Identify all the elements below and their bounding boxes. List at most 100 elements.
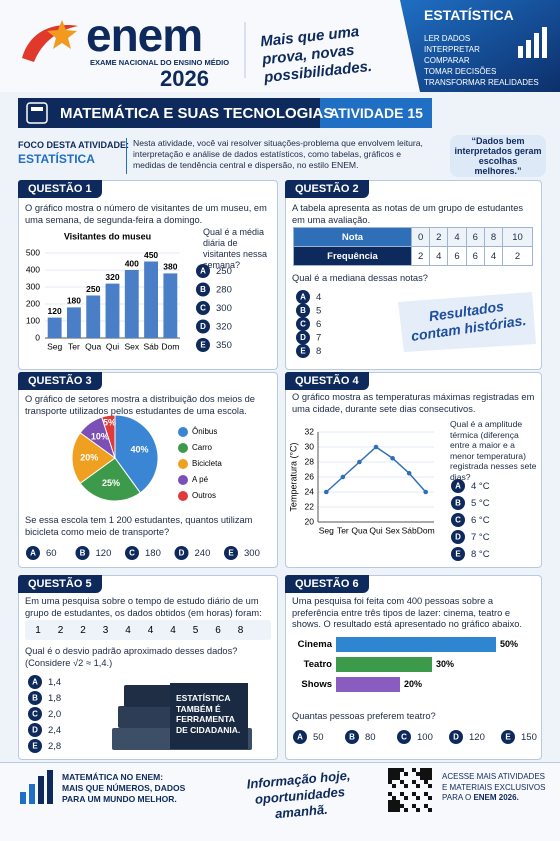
- logo-swoosh: [22, 25, 78, 62]
- point: [423, 489, 429, 495]
- data-value: 4: [125, 625, 131, 636]
- option-text: 5 °C: [471, 498, 490, 509]
- question-question: Se essa escola tem 1 200 estudantes, qua…: [25, 515, 253, 537]
- book-text: ESTATÍSTICA TAMBÉM É FERRAMENTA DE CIDAD…: [176, 693, 241, 735]
- qr-cell: [396, 768, 400, 772]
- value-label: 180: [67, 296, 81, 306]
- qr-cell: [388, 768, 392, 772]
- value-label: 450: [144, 250, 158, 260]
- data-value: 1: [35, 625, 41, 636]
- option-bubble: [501, 730, 515, 744]
- calculator-screen: [31, 107, 43, 111]
- option-bubble: [224, 546, 238, 560]
- option-letter: C: [200, 304, 206, 313]
- qr-cell: [392, 772, 396, 776]
- x-tick-label: Seg: [319, 525, 334, 535]
- option-text: 350: [216, 340, 232, 351]
- subject: MATEMÁTICA E SUAS TECNOLOGIAS: [60, 105, 334, 122]
- option-letter: B: [455, 499, 461, 508]
- table-header-cell: 8: [483, 227, 504, 247]
- option-letter: D: [455, 533, 461, 542]
- footer-text: MAIS QUE NÚMEROS, DADOS PARA UM MUNDO ME…: [62, 783, 186, 804]
- option-bubble: [296, 290, 310, 304]
- option-text: 280: [216, 285, 232, 296]
- x-tick-label: Sex: [124, 341, 139, 351]
- value-label: 380: [163, 262, 177, 272]
- option-letter: A: [300, 293, 306, 302]
- qr-cell: [420, 772, 424, 776]
- x-tick-label: Qua: [351, 525, 367, 535]
- cta-strong: ENEM 2026.: [473, 793, 519, 802]
- point: [406, 470, 412, 476]
- option-bubble: [196, 338, 210, 352]
- table-row: Frequência 2 4 6 6 4 2: [293, 246, 533, 266]
- option-text: 120: [469, 732, 485, 743]
- stamp-bg: [398, 292, 536, 352]
- value-label: 25%: [102, 478, 120, 488]
- qr-cell: [412, 768, 416, 772]
- qr-cell: [392, 808, 396, 812]
- pie-slice: [71, 432, 116, 484]
- qr-cell: [388, 800, 392, 804]
- option-letter: E: [228, 549, 234, 558]
- option-letter: D: [32, 726, 38, 735]
- x-tick-label: Ter: [337, 525, 349, 535]
- option-text: 120: [96, 548, 112, 559]
- table-cell: Frequência: [293, 246, 412, 266]
- question-label: QUESTÃO 5: [18, 575, 102, 593]
- data-value: 2: [80, 625, 86, 636]
- option-text: 4 °C: [471, 481, 490, 492]
- point: [340, 474, 346, 480]
- option-letter: D: [300, 333, 306, 342]
- header-art: [0, 0, 560, 92]
- qr-cell: [404, 796, 408, 800]
- qr-cell: [396, 772, 400, 776]
- qr-cell: [416, 796, 420, 800]
- data-strip: [25, 620, 271, 640]
- option-bubble: [196, 301, 210, 315]
- value-label: 400: [125, 258, 139, 268]
- option-letter: A: [30, 549, 36, 558]
- qr-cell: [400, 792, 404, 796]
- pie-slice: [114, 414, 159, 494]
- legend-swatch: [178, 443, 188, 453]
- option-bubble: [28, 707, 42, 721]
- option-letter: D: [179, 549, 185, 558]
- option-bubble: [451, 547, 465, 561]
- option-letter: B: [349, 733, 355, 742]
- icon-bar: [29, 784, 35, 804]
- qr-cell: [412, 792, 416, 796]
- focus-label: FOCO DESTA ATIVIDADE:: [18, 140, 129, 150]
- x-tick-label: Ter: [68, 341, 80, 351]
- qr-cell: [396, 804, 400, 808]
- x-tick-label: Sáb: [402, 525, 417, 535]
- data-value: 2: [58, 625, 64, 636]
- data-value: 4: [170, 625, 176, 636]
- bar: [124, 270, 139, 338]
- bar: [144, 261, 159, 338]
- question-text: Em uma pesquisa sobre o tempo de estudo …: [25, 596, 262, 618]
- option-text: 2,0: [48, 709, 61, 720]
- option-text: 6 °C: [471, 515, 490, 526]
- option-bubble: [451, 496, 465, 510]
- option-bubble: [293, 730, 307, 744]
- option-text: 100: [417, 732, 433, 743]
- qr-cell: [420, 776, 424, 780]
- qr-cell: [404, 808, 408, 812]
- question-label: QUESTÃO 3: [18, 372, 102, 390]
- option-text: 7 °C: [471, 532, 490, 543]
- qr-cell: [412, 804, 416, 808]
- question-label: QUESTÃO 2: [285, 180, 369, 198]
- focus-value: ESTATÍSTICA: [18, 152, 95, 166]
- option-bubble: [196, 319, 210, 334]
- icon-bar: [518, 46, 523, 58]
- value-label: 250: [86, 284, 100, 294]
- legend-label: Ônibus: [192, 427, 217, 436]
- activity-bg: [320, 98, 432, 128]
- table-cell: 6: [447, 246, 467, 266]
- option-text: 8: [316, 346, 321, 357]
- option-bubble: [196, 264, 210, 278]
- option-letter: C: [32, 710, 38, 719]
- year: 2026: [160, 66, 209, 91]
